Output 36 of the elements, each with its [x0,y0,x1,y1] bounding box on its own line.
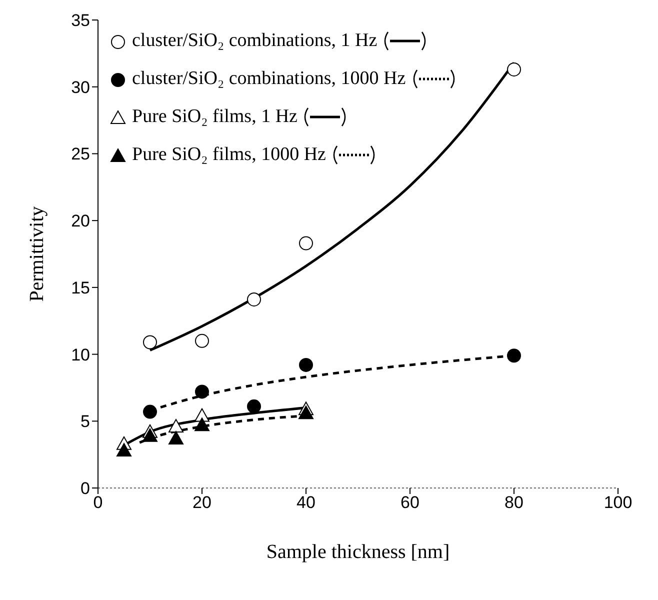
x-tick-label: 20 [192,493,212,512]
y-tick-label: 0 [80,479,90,498]
y-tick-label: 20 [71,212,90,231]
point [299,358,313,372]
point [507,348,521,363]
point [143,335,157,350]
point [142,428,158,442]
point [194,418,210,432]
point [116,443,132,457]
y-tick-label: 30 [71,78,90,97]
x-axis-title: Sample thickness [nm] [266,541,450,563]
legend-label: cluster/SiO₂ combinations, 1 Hz [132,30,378,52]
y-axis-title: Permittivity [26,206,48,302]
point [195,384,209,399]
legend-label: Pure SiO₂ films, 1 Hz [132,106,298,128]
y-tick-label: 35 [71,11,90,30]
x-tick-label: 80 [504,493,524,512]
point [168,418,184,432]
point [298,406,314,420]
y-tick-label: 15 [71,278,90,298]
point [168,431,184,445]
y-tick-label: 10 [71,345,90,364]
y-tick-label: 5 [80,412,90,432]
point [299,236,313,250]
point [507,62,521,76]
point [247,399,261,414]
x-tick-label: 0 [93,493,103,512]
point [247,292,261,306]
y-tick-label: 25 [71,144,90,164]
x-tick-label: 60 [400,493,420,512]
point [195,334,209,348]
x-tick-label: 40 [296,493,316,512]
legend-label: Pure SiO₂ films, 1000 Hz [132,144,326,166]
x-tick-label: 100 [604,493,632,512]
legend-label: cluster/SiO₂ combinations, 1000 Hz [132,68,406,90]
point [143,404,157,419]
